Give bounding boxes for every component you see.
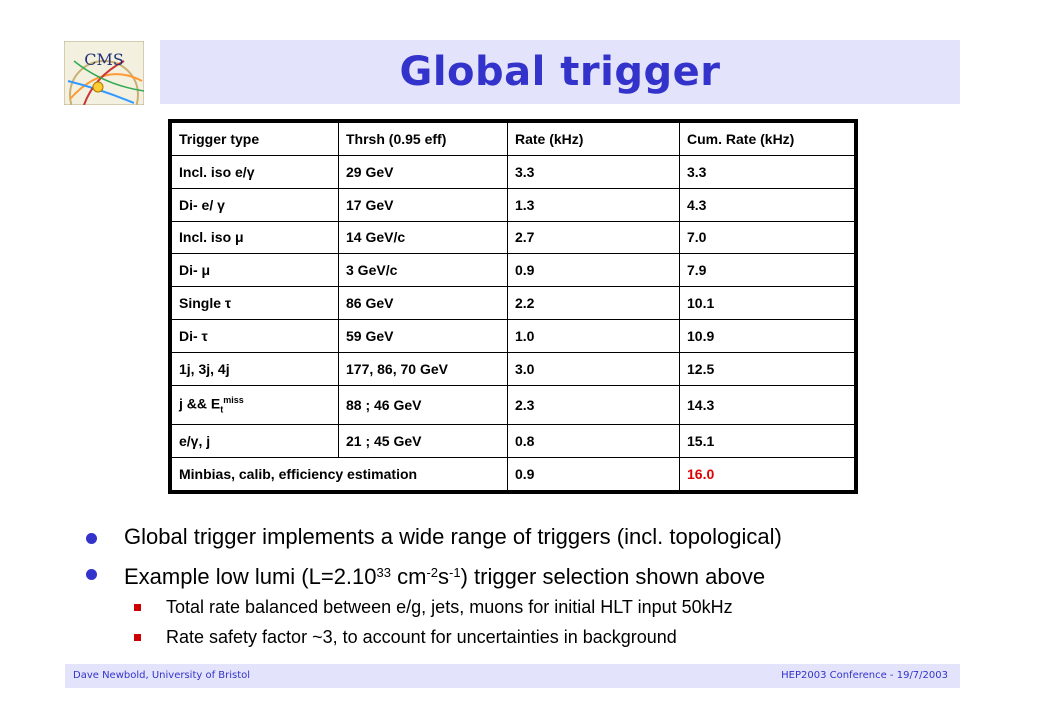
cell-threshold: 29 GeV [338, 154, 508, 189]
sub-bullet-text: Rate safety factor ~3, to account for un… [166, 627, 677, 647]
bullet-square-icon [134, 634, 141, 641]
cell-trigger-type: 1j, 3j, 4j [171, 351, 339, 386]
cell-cum-rate: 7.9 [679, 253, 855, 288]
cell-rate: 3.0 [507, 351, 680, 386]
missing-et-label: j && E [179, 395, 221, 412]
cell-cum-rate-total: 16.0 [679, 457, 855, 491]
table-row: e/γ, j 21 ; 45 GeV 0.8 15.1 [171, 424, 855, 459]
cell-cum-rate: 4.3 [679, 187, 855, 222]
cms-logo: CMS [63, 40, 145, 130]
cell-threshold: 17 GeV [338, 187, 508, 222]
table-row: Di- μ 3 GeV/c 0.9 7.9 [171, 253, 855, 288]
cell-threshold: 88 ; 46 GeV [338, 384, 508, 426]
header-cell: Thrsh (0.95 eff) [338, 122, 508, 156]
footer-conference: HEP2003 Conference - 19/7/2003 [781, 670, 948, 681]
table-row: 1j, 3j, 4j 177, 86, 70 GeV 3.0 12.5 [171, 351, 855, 386]
bullet-text: Example low lumi (L=2.1033 cm-2s-1) trig… [124, 560, 765, 590]
cell-threshold: 3 GeV/c [338, 253, 508, 288]
cell-rate: 1.3 [507, 187, 680, 222]
bullet-text-part: ) trigger selection shown above [460, 564, 766, 589]
cell-trigger-type: j && Etmiss [171, 384, 339, 426]
cell-trigger-type: Di- μ [171, 253, 339, 288]
bullet-superscript: -2 [426, 565, 438, 580]
table-row: Single τ 86 GeV 2.2 10.1 [171, 286, 855, 321]
table-header-row: Trigger type Thrsh (0.95 eff) Rate (kHz)… [171, 122, 855, 156]
table-row: j && Etmiss 88 ; 46 GeV 2.3 14.3 [171, 384, 855, 426]
page-title: Global trigger [399, 49, 721, 95]
cell-rate: 3.3 [507, 154, 680, 189]
table-row: Incl. iso μ 14 GeV/c 2.7 7.0 [171, 220, 855, 255]
bullet-superscript: -1 [449, 565, 461, 580]
cell-cum-rate: 12.5 [679, 351, 855, 386]
logo-text: CMS [84, 50, 124, 69]
bullet-text-part: s [438, 564, 449, 589]
bullet-square-icon [134, 604, 141, 611]
bullet-superscript: 33 [376, 565, 391, 580]
cell-rate: 0.9 [507, 253, 680, 288]
missing-et-subscript: t [220, 404, 224, 415]
table-row-total: Minbias, calib, efficiency estimation 0.… [171, 457, 855, 491]
header-cell: Cum. Rate (kHz) [679, 122, 855, 156]
cell-trigger-type: Di- e/ γ [171, 187, 339, 222]
cell-rate: 2.2 [507, 286, 680, 321]
footer-author: Dave Newbold, University of Bristol [73, 670, 251, 681]
bullet-dot-icon [86, 569, 97, 580]
bullet-text-part: Example low lumi (L=2.10 [124, 564, 377, 589]
cell-threshold: 14 GeV/c [338, 220, 508, 255]
cell-trigger-type: e/γ, j [171, 424, 339, 459]
cell-cum-rate: 10.9 [679, 319, 855, 353]
footer-bar: Dave Newbold, University of Bristol HEP2… [65, 664, 960, 688]
cell-rate: 0.8 [507, 424, 680, 459]
cell-threshold: 86 GeV [338, 286, 508, 321]
title-bar [160, 40, 960, 104]
cell-trigger-type: Di- τ [171, 319, 339, 353]
cell-threshold: 21 ; 45 GeV [338, 424, 508, 459]
cell-cum-rate: 7.0 [679, 220, 855, 255]
sub-bullet-text: Total rate balanced between e/g, jets, m… [166, 597, 733, 617]
cell-trigger-type: Incl. iso μ [171, 220, 339, 255]
cell-cum-rate: 14.3 [679, 384, 855, 426]
cell-trigger-type: Incl. iso e/γ [171, 154, 339, 189]
header-cell: Trigger type [171, 122, 339, 156]
cell-threshold: 59 GeV [338, 319, 508, 353]
cell-rate: 1.0 [507, 319, 680, 353]
missing-et-superscript: miss [223, 395, 244, 406]
cell-rate: 2.3 [507, 384, 680, 426]
cell-rate: 0.9 [507, 457, 680, 491]
table-row: Incl. iso e/γ 29 GeV 3.3 3.3 [171, 154, 855, 189]
bullet-dot-icon [86, 533, 97, 544]
cell-cum-rate: 10.1 [679, 286, 855, 321]
table-row: Di- τ 59 GeV 1.0 10.9 [171, 319, 855, 353]
cell-rate: 2.7 [507, 220, 680, 255]
header-cell: Rate (kHz) [507, 122, 680, 156]
bullet-text: Global trigger implements a wide range o… [124, 524, 782, 549]
trigger-table: Trigger type Thrsh (0.95 eff) Rate (kHz)… [168, 119, 858, 494]
cell-trigger-type: Minbias, calib, efficiency estimation [171, 457, 508, 491]
cell-cum-rate: 15.1 [679, 424, 855, 459]
bullet-text-part: cm [390, 564, 427, 589]
cell-trigger-type: Single τ [171, 286, 339, 321]
cell-threshold: 177, 86, 70 GeV [338, 351, 508, 386]
table-row: Di- e/ γ 17 GeV 1.3 4.3 [171, 187, 855, 222]
cell-cum-rate: 3.3 [679, 154, 855, 189]
